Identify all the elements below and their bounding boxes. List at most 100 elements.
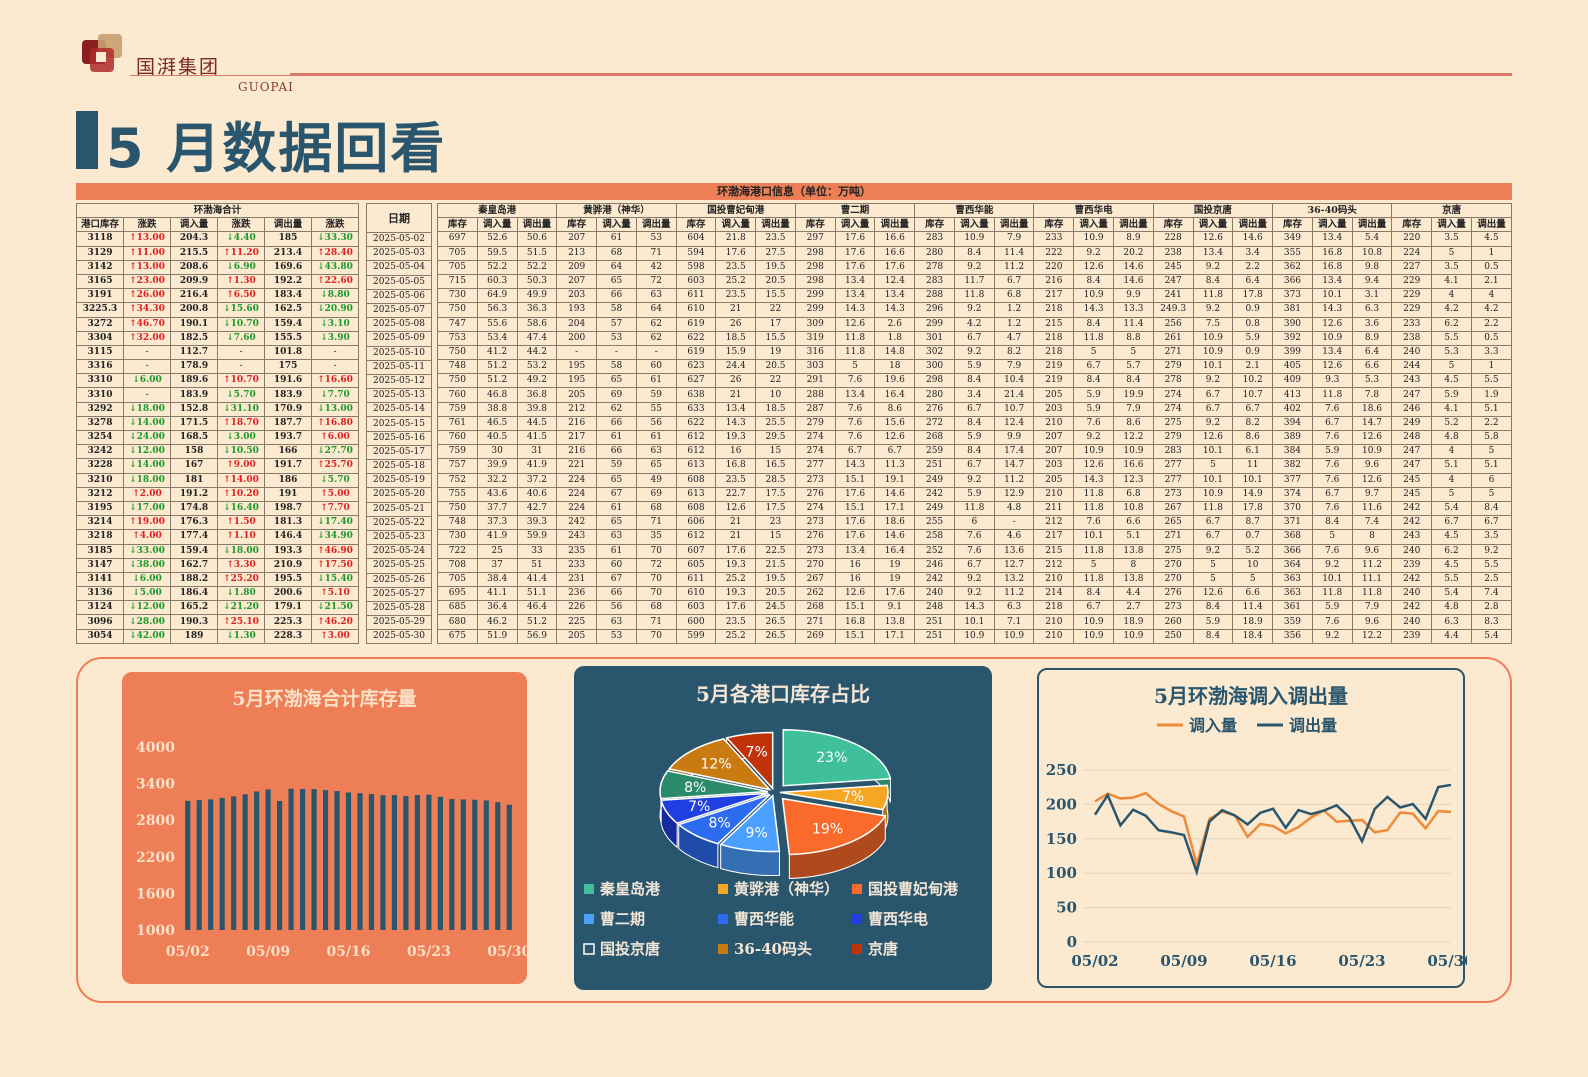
port-cell: 8.4	[953, 373, 995, 389]
port-cell: 752	[437, 472, 478, 488]
port-cell: 3.4	[953, 387, 995, 403]
summary-cell: -	[123, 359, 171, 375]
port-cell: 216	[1033, 273, 1075, 290]
port-cell: 210	[1033, 486, 1075, 502]
port-cell: 760	[437, 429, 478, 446]
port-cell: 8.6	[1232, 429, 1274, 446]
port-cell: 394	[1272, 415, 1313, 432]
port-cell: 68	[596, 245, 637, 261]
port-cell: -	[556, 344, 598, 361]
summary-cell: 3242	[76, 444, 124, 460]
summary-cell: 3142	[76, 259, 124, 275]
port-cell: 10.9	[953, 628, 995, 644]
date-cell: 2025-05-08	[366, 317, 432, 333]
port-cell: 273	[1152, 486, 1194, 502]
port-cell: 2.2	[1232, 259, 1274, 275]
port-cell: 603	[675, 273, 717, 290]
summary-group-header: 环渤海合计	[76, 202, 359, 219]
port-cell: 301	[914, 330, 955, 346]
port-cell: 7.8	[1351, 387, 1393, 403]
port-cell: 219	[1033, 373, 1075, 389]
port-cell: 9.8	[1351, 259, 1393, 275]
port-cell: 271	[794, 614, 836, 630]
summary-cell: 3124	[76, 600, 124, 616]
port-cell: 759	[437, 444, 478, 460]
port-cell: 227	[1391, 259, 1433, 275]
table-row: 2025-05-15	[366, 416, 432, 432]
port-cell: 14.3	[953, 600, 995, 616]
summary-cell: ↓18.00	[217, 543, 265, 559]
port-cell: 242	[1391, 600, 1433, 616]
port-cell: 9.2	[1311, 557, 1353, 573]
port-cell: 6.7	[1192, 515, 1234, 531]
port-cell: 6.4	[1351, 344, 1393, 361]
summary-cell: 3141	[76, 571, 124, 588]
port-cell: 59	[635, 387, 677, 403]
summary-cell: -	[311, 344, 359, 361]
summary-cell: 3225.3	[76, 302, 124, 318]
port-cell: 51	[516, 557, 558, 573]
port-cell: 1.9	[1470, 387, 1513, 403]
port-cell: 1	[1470, 359, 1513, 375]
port-cell: 10.9	[1073, 614, 1115, 630]
summary-cell: 185	[264, 231, 312, 247]
inventory-bar	[254, 791, 260, 930]
port-cell: 302	[914, 344, 955, 361]
port-cell: 275	[1152, 415, 1194, 432]
port-cell: 72	[635, 557, 677, 573]
port-cell: 11.8	[1192, 288, 1234, 304]
port-cell: 10.9	[1113, 628, 1154, 644]
port-cell: 225	[556, 614, 598, 630]
x-tick-label: 05/16	[1249, 952, 1296, 970]
port-cell: 363	[1272, 571, 1313, 588]
port-cell: 9.2	[1470, 543, 1513, 559]
port-cell: 41.9	[476, 529, 518, 545]
summary-cell: ↑25.70	[311, 458, 359, 474]
summary-cell: 183.9	[264, 387, 312, 403]
summary-cell: ↑32.00	[123, 330, 171, 346]
port-cell: 243	[1391, 373, 1433, 389]
port-cell: 11.2	[1351, 557, 1393, 573]
summary-cell: ↓17.40	[311, 515, 359, 531]
port-cell: 6.7	[1431, 515, 1472, 531]
port-cell: 53	[635, 231, 677, 247]
port-cell: 247	[1391, 444, 1433, 460]
summary-cell: 3118	[76, 231, 124, 247]
port-cell: 210	[1033, 571, 1075, 588]
port-cell: 6.2	[1431, 316, 1472, 332]
port-cell: 10.1	[1073, 529, 1115, 545]
port-cell: 262	[794, 586, 836, 602]
port-cell: 19.5	[755, 259, 796, 275]
summary-cell: ↓17.00	[123, 500, 171, 517]
port-cell: 14.6	[874, 486, 916, 502]
summary-cell: 167	[170, 458, 218, 474]
port-cell: 43.6	[476, 486, 518, 502]
summary-cell: ↓28.00	[123, 614, 171, 630]
port-cell: 18.9	[1232, 614, 1274, 630]
inventory-bar	[368, 794, 375, 930]
port-cell: 17.6	[834, 486, 876, 502]
port-cell: 18.9	[1113, 614, 1154, 630]
port-cell: 60	[635, 359, 677, 375]
port-cell: 603	[675, 600, 717, 616]
port-cell: 216	[556, 415, 598, 432]
port-cell: 283	[914, 273, 955, 290]
summary-column-header: 调入量	[170, 217, 218, 233]
summary-cell: ↓20.90	[311, 302, 359, 318]
port-cell: 7.6	[1311, 401, 1353, 417]
port-cell: 16.4	[874, 387, 916, 403]
summary-cell: ↑16.60	[311, 373, 359, 389]
summary-cell: ↓6.00	[123, 373, 171, 389]
port-cell: 62	[635, 316, 677, 332]
port-cell: 6	[1470, 472, 1513, 488]
port-cell: 598	[675, 259, 717, 275]
summary-cell: ↑9.00	[217, 458, 265, 474]
port-cell: 14.6	[1113, 259, 1154, 275]
table-row: 705 59.5 51.5 213 68 71 594 17.6 27.5 298 17.6 16.6…	[437, 245, 1513, 261]
port-cell: 239	[1391, 628, 1433, 644]
port-cell: 7.6	[953, 529, 995, 545]
summary-cell: ↑17.50	[311, 557, 359, 573]
port-cell: 299	[794, 302, 836, 318]
port-cell: 29.5	[755, 429, 796, 446]
legend-swatch	[584, 884, 594, 894]
